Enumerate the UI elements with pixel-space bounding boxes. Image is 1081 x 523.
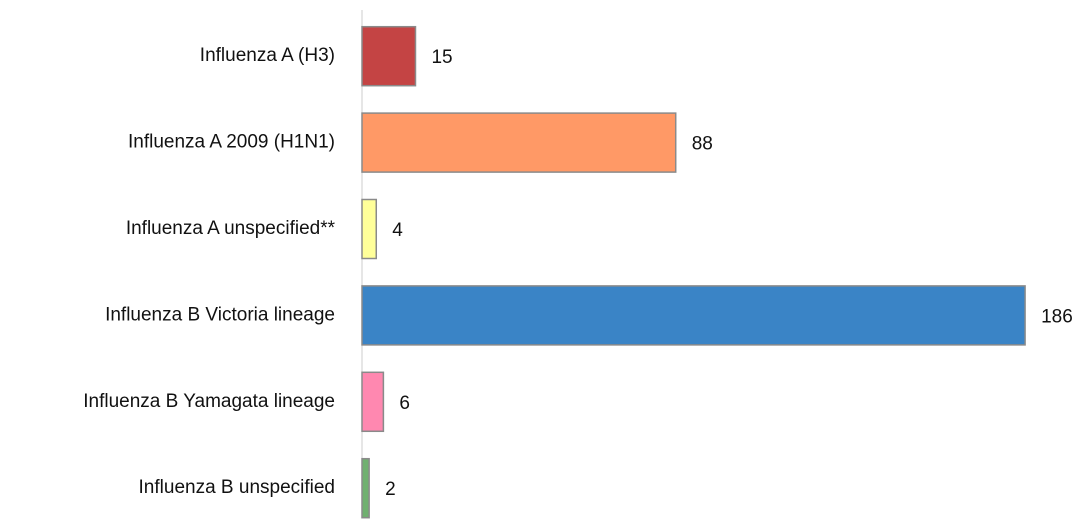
value-label: 2 [385,479,396,500]
value-label: 186 [1041,306,1073,327]
value-label: 6 [399,393,410,414]
category-label: Influenza A unspecified** [126,218,336,239]
bar [361,112,677,173]
category-label: Influenza B unspecified [139,477,335,498]
category-label: Influenza B Yamagata lineage [83,391,335,412]
value-label: 88 [692,134,713,155]
category-label: Influenza A (H3) [200,45,335,66]
bar [361,371,385,433]
value-label: 15 [431,47,452,68]
bar [361,198,378,260]
value-label: 4 [392,220,403,241]
bar [361,457,370,519]
bar [361,25,417,87]
bar [361,285,1026,346]
category-label: Influenza B Victoria lineage [105,304,335,325]
category-label: Influenza A 2009 (H1N1) [128,132,335,153]
